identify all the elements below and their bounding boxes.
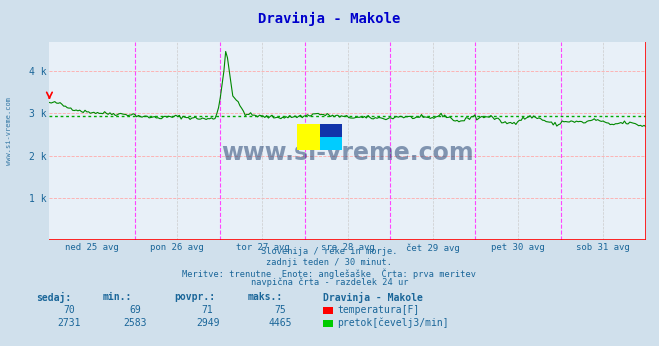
Text: 71: 71 xyxy=(202,305,214,315)
Text: temperatura[F]: temperatura[F] xyxy=(337,305,420,315)
Bar xyxy=(320,137,342,150)
Bar xyxy=(297,124,320,150)
Text: 2583: 2583 xyxy=(123,318,147,328)
Text: povpr.:: povpr.: xyxy=(175,292,215,302)
Text: 2949: 2949 xyxy=(196,318,219,328)
Text: 69: 69 xyxy=(129,305,141,315)
Text: Meritve: trenutne  Enote: anglešaške  Črta: prva meritev: Meritve: trenutne Enote: anglešaške Črta… xyxy=(183,268,476,279)
Text: Dravinja - Makole: Dravinja - Makole xyxy=(258,12,401,26)
Text: www.si-vreme.com: www.si-vreme.com xyxy=(221,141,474,165)
Text: maks.:: maks.: xyxy=(247,292,282,302)
Text: 75: 75 xyxy=(274,305,286,315)
Text: 2731: 2731 xyxy=(57,318,81,328)
Text: navpična črta - razdelek 24 ur: navpična črta - razdelek 24 ur xyxy=(251,277,408,287)
Text: Slovenija / reke in morje.: Slovenija / reke in morje. xyxy=(261,247,398,256)
Text: zadnji teden / 30 minut.: zadnji teden / 30 minut. xyxy=(266,258,393,267)
Text: min.:: min.: xyxy=(102,292,132,302)
Bar xyxy=(320,124,342,137)
Text: 4465: 4465 xyxy=(268,318,292,328)
Text: 70: 70 xyxy=(63,305,75,315)
Text: www.si-vreme.com: www.si-vreme.com xyxy=(5,98,12,165)
Text: Dravinja - Makole: Dravinja - Makole xyxy=(323,292,423,303)
Text: sedaj:: sedaj: xyxy=(36,292,71,303)
Text: pretok[čevelj3/min]: pretok[čevelj3/min] xyxy=(337,318,449,328)
